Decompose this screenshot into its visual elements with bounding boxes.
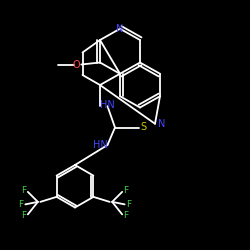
- Text: HN: HN: [92, 140, 108, 150]
- Text: F: F: [126, 200, 132, 209]
- Text: HN: HN: [100, 100, 115, 110]
- Text: O: O: [72, 60, 80, 70]
- Text: F: F: [22, 186, 27, 195]
- Text: N: N: [116, 24, 124, 34]
- Text: N: N: [158, 119, 165, 129]
- Text: F: F: [123, 211, 128, 220]
- Text: S: S: [141, 122, 147, 132]
- Text: F: F: [123, 186, 128, 195]
- Text: F: F: [18, 200, 24, 209]
- Text: F: F: [22, 211, 27, 220]
